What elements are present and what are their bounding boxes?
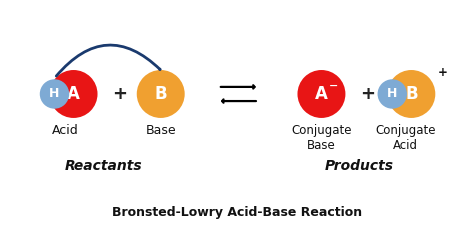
- Text: Conjugate
Acid: Conjugate Acid: [376, 124, 436, 152]
- Circle shape: [378, 79, 407, 109]
- Text: +: +: [360, 85, 375, 103]
- Text: B: B: [155, 85, 167, 103]
- Circle shape: [50, 70, 98, 118]
- Text: Bronsted-Lowry Acid-Base Reaction: Bronsted-Lowry Acid-Base Reaction: [112, 206, 362, 219]
- Circle shape: [40, 79, 69, 109]
- Text: B: B: [405, 85, 418, 103]
- Text: +: +: [438, 66, 447, 79]
- Circle shape: [298, 70, 346, 118]
- FancyArrowPatch shape: [56, 45, 160, 76]
- Text: H: H: [387, 87, 398, 100]
- Text: Acid: Acid: [52, 124, 79, 137]
- Text: A: A: [67, 85, 80, 103]
- Circle shape: [137, 70, 185, 118]
- Text: Reactants: Reactants: [65, 159, 142, 173]
- Text: A: A: [315, 85, 328, 103]
- Text: +: +: [112, 85, 128, 103]
- Text: −: −: [329, 81, 338, 91]
- Text: Conjugate
Base: Conjugate Base: [291, 124, 352, 152]
- Text: Base: Base: [146, 124, 176, 137]
- Circle shape: [387, 70, 435, 118]
- Text: H: H: [49, 87, 60, 100]
- Text: Products: Products: [325, 159, 394, 173]
